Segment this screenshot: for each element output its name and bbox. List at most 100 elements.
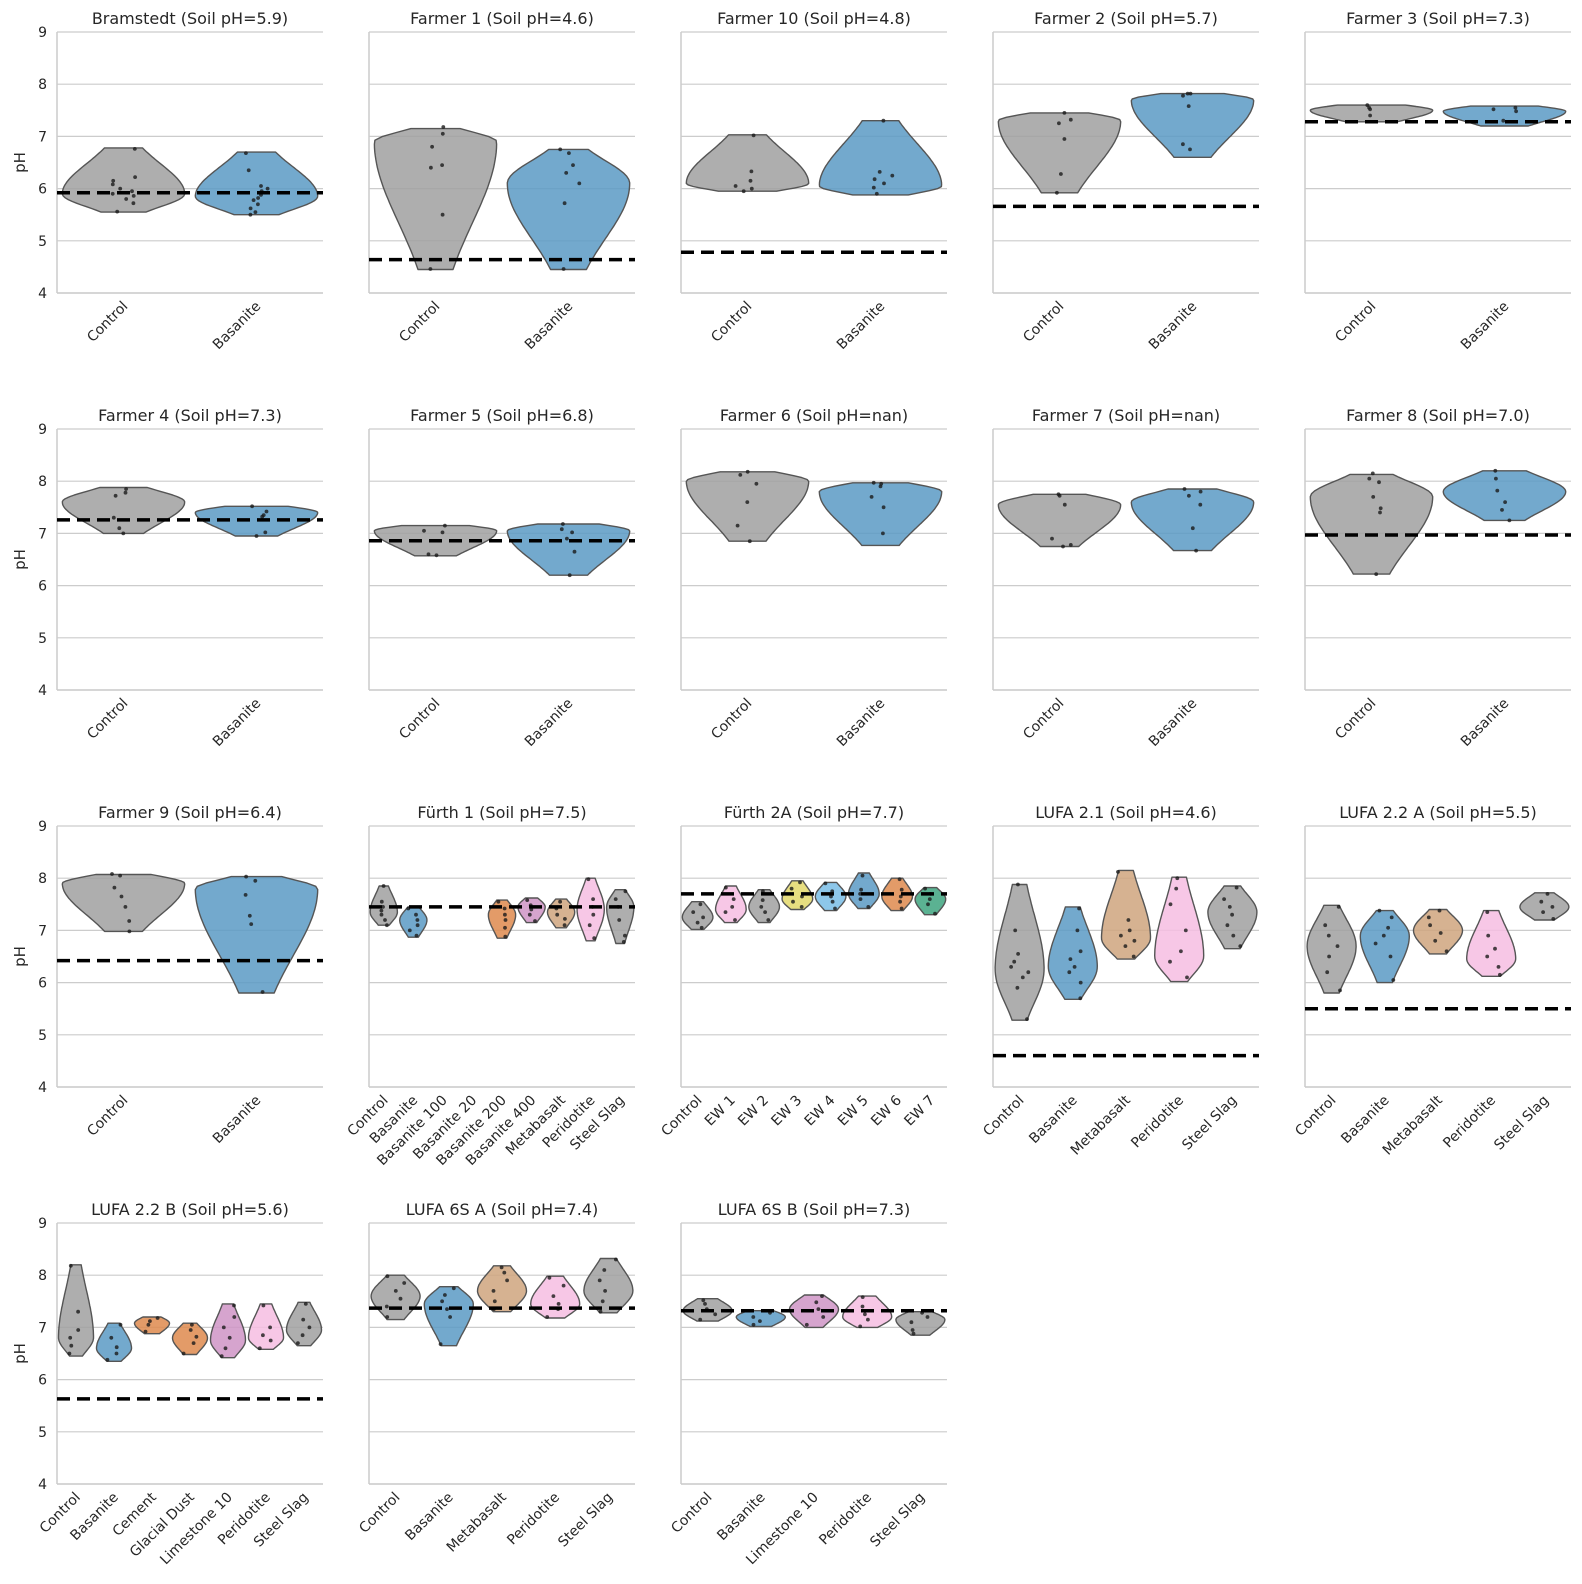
data-point [1057,121,1061,126]
panel-farmer-4: 4 5 6 7 8 9 pH Farmer 4 (Soil pH=7.3) Control Bas… [11,406,323,750]
data-point [1055,190,1059,195]
data-point [188,1328,193,1332]
data-point [570,530,574,535]
y-tick-label: 5 [38,1028,47,1044]
data-point [1194,548,1198,553]
data-point [254,534,259,538]
data-point [909,1320,914,1325]
data-point [227,1335,232,1340]
data-point [1075,928,1080,933]
data-point [155,1316,160,1320]
data-point [1061,544,1065,549]
data-point [1485,954,1490,959]
x-tick-label: Control [84,696,131,743]
data-point [814,1300,819,1305]
data-point [567,573,572,578]
x-tick-label: EW 6 [868,1092,905,1129]
data-point [533,919,537,923]
data-point [251,198,256,203]
violin-peridotite [1465,909,1517,977]
data-point [503,934,508,939]
data-point [244,874,249,879]
data-point [1119,933,1123,938]
data-point [253,210,258,215]
violin-steel-slag [605,889,635,945]
data-point [123,905,128,909]
panel-title: Farmer 1 (Soil pH=4.6) [410,9,594,28]
x-tick-label: Basanite [1458,299,1512,353]
data-point [745,469,750,474]
violin-peridotite [247,1303,285,1351]
data-point [759,905,764,909]
data-point [1551,917,1556,921]
data-point [1062,502,1067,507]
data-point [874,191,879,196]
data-point [1327,954,1331,959]
data-point [1486,933,1491,938]
violin-basanite [1047,906,1099,1000]
data-point [1183,928,1188,933]
data-point [749,169,754,174]
y-tick-label: 4 [38,286,47,302]
x-tick-label: Basanite [210,1093,264,1147]
y-tick-label: 4 [38,683,47,699]
data-point [897,877,902,882]
data-point [443,1293,447,1297]
violin-cement [133,1316,171,1335]
x-tick-label: Basanite [834,696,888,750]
data-point [558,147,563,152]
violin-basanite [1130,92,1255,159]
x-tick-label: Control [396,299,443,346]
violin-basanite [1130,488,1255,552]
data-point [1062,137,1067,141]
data-point [747,539,752,544]
x-tick-label: Control [1292,1093,1339,1140]
data-point [422,528,426,533]
data-point [503,918,508,922]
y-tick-label: 7 [38,526,47,542]
y-tick-label: 5 [38,234,47,250]
x-tick-label: Basanite [402,1490,456,1544]
data-point [735,523,740,528]
x-tick-label: Control [1020,299,1067,346]
data-point [1326,933,1331,938]
violin-basanite [1442,470,1567,522]
data-point [1185,975,1189,980]
data-point [911,1331,916,1336]
data-point [758,1319,762,1323]
data-point [1371,495,1376,499]
data-point [110,191,115,196]
data-point [247,913,252,918]
data-point [1437,908,1442,913]
data-point [414,912,418,917]
data-point [1016,952,1020,956]
panel-farmer-3: Farmer 3 (Soil pH=7.3) Control Basanite [1304,9,1571,353]
data-point [381,905,385,909]
data-point [115,209,120,214]
data-point [118,186,123,191]
data-point [561,267,566,271]
data-point [1016,882,1020,887]
violin-control [685,471,810,542]
x-tick-label: Peridotite [1440,1093,1499,1152]
data-point [882,181,886,186]
data-point [428,267,433,271]
data-point [429,165,433,170]
data-point [1496,965,1501,969]
violin-control [370,1274,421,1321]
data-point [748,178,753,183]
data-point [760,898,765,902]
data-point [804,1322,809,1327]
data-point [881,118,886,123]
x-tick-label: Basanite [834,299,888,353]
data-point [1077,906,1081,911]
data-point [1013,928,1018,933]
data-point [1433,938,1438,943]
data-point [871,480,876,485]
panel-farmer-1: Farmer 1 (Soil pH=4.6) Control Basanite [368,9,635,353]
panel-furth-1: Fürth 1 (Soil pH=7.5)ControlBasaniteBasa… [345,803,635,1169]
violin-ew-6 [881,877,914,912]
panel-title: LUFA 2.2 B (Soil pH=5.6) [91,1200,289,1219]
data-point [890,173,895,178]
data-point [1168,959,1172,964]
